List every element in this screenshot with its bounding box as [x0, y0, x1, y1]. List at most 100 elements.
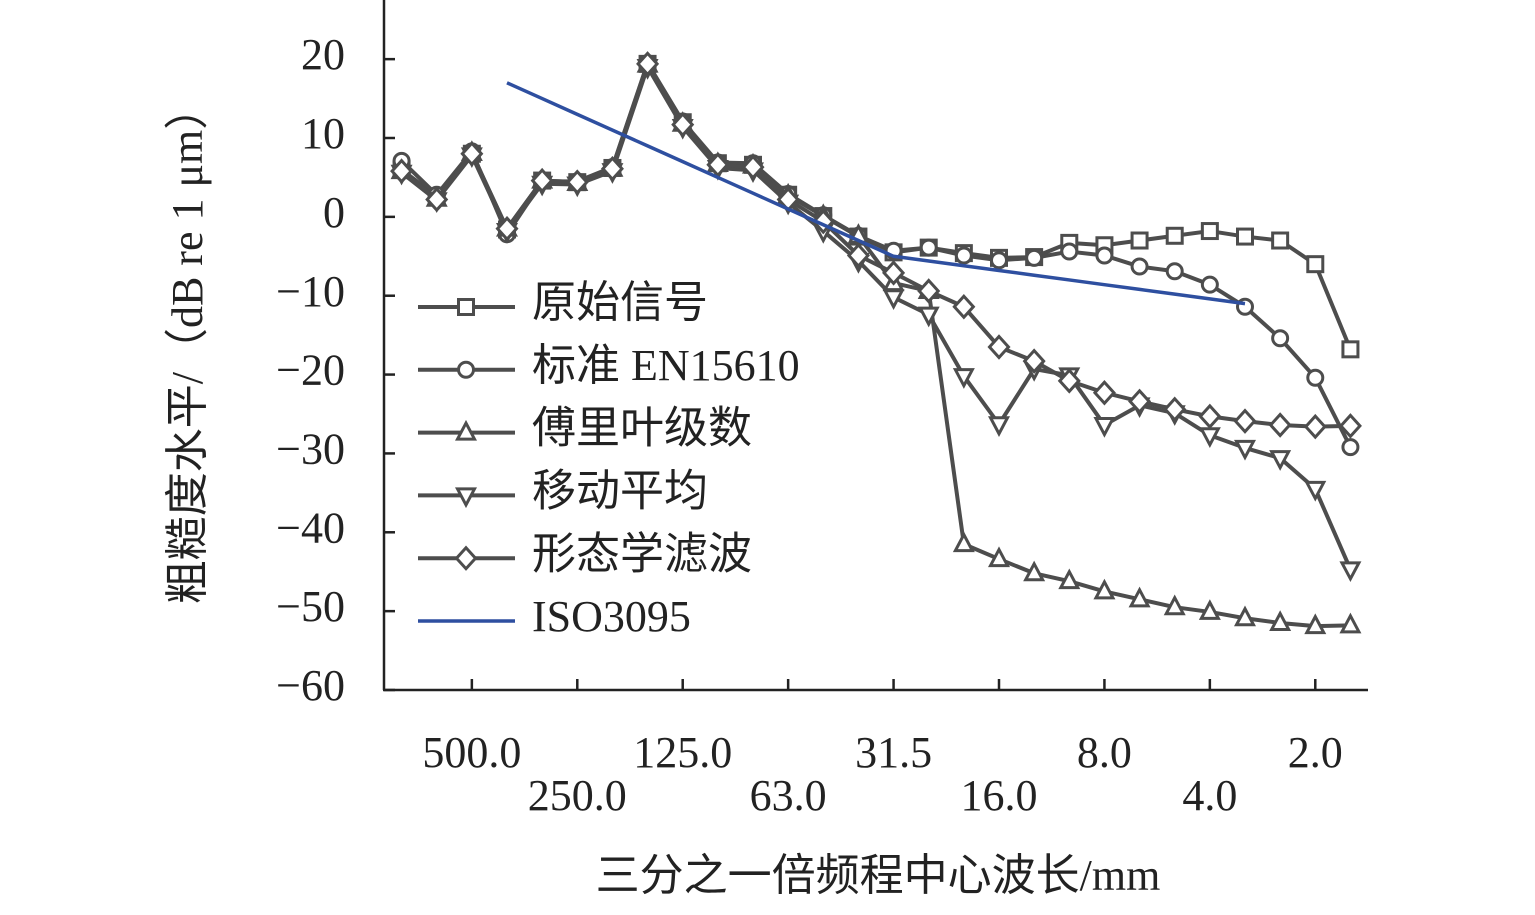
y-tick-label: −30	[276, 425, 345, 474]
x-tick-label: 125.0	[633, 728, 732, 777]
marker	[988, 546, 1010, 568]
marker	[1306, 255, 1325, 274]
marker	[1058, 568, 1081, 590]
marker	[1060, 242, 1079, 261]
marker	[1339, 612, 1362, 634]
legend-marker	[455, 487, 477, 509]
y-axis-label: 粗糙度水平/（dB re 1 μm）	[163, 86, 212, 605]
marker	[988, 416, 1010, 437]
marker	[1233, 408, 1257, 434]
y-tick-label: −60	[276, 661, 345, 710]
x-tick-label: 8.0	[1077, 728, 1132, 777]
marker	[390, 158, 414, 184]
marker	[425, 186, 449, 213]
x-axis-label: 三分之一倍频程中心波长/mm	[596, 851, 1161, 900]
marker	[1128, 388, 1152, 415]
marker	[460, 141, 484, 167]
y-tick-label: 10	[301, 109, 345, 158]
marker	[882, 289, 905, 310]
marker	[530, 167, 554, 194]
series-line	[400, 61, 1351, 429]
marker	[917, 278, 941, 304]
marker	[1095, 246, 1114, 265]
x-tick-label: 63.0	[750, 771, 827, 820]
marker	[565, 169, 589, 195]
marker	[1341, 438, 1360, 457]
marker	[671, 111, 695, 138]
legend-label: 形态学滤波	[532, 529, 752, 578]
x-tick-label: 500.0	[422, 728, 521, 777]
marker	[1236, 227, 1254, 246]
marker	[1093, 417, 1116, 438]
marker	[919, 238, 938, 257]
marker	[636, 51, 660, 77]
marker	[1269, 450, 1292, 471]
marker	[741, 154, 765, 180]
marker	[846, 242, 870, 269]
marker	[882, 260, 906, 286]
marker	[1271, 329, 1290, 348]
marker	[1165, 262, 1184, 281]
marker	[1339, 561, 1362, 583]
series-line	[400, 65, 1353, 571]
legend-label: 原始信号	[532, 278, 708, 327]
marker	[1341, 340, 1360, 359]
marker	[1130, 257, 1149, 276]
marker	[1022, 348, 1046, 374]
marker	[1306, 368, 1325, 387]
marker	[1338, 413, 1362, 439]
marker	[1200, 222, 1219, 241]
y-tick-label: −10	[276, 267, 345, 316]
marker	[1271, 231, 1290, 250]
y-tick-label: −20	[276, 346, 345, 395]
marker	[952, 294, 976, 320]
marker	[706, 152, 730, 178]
x-tick-label: 4.0	[1182, 771, 1237, 820]
marker	[1057, 368, 1081, 394]
x-tick-label: 16.0	[961, 771, 1038, 820]
y-tick-label: −40	[276, 503, 345, 552]
x-tick-label: 31.5	[855, 728, 932, 777]
marker	[1200, 275, 1219, 294]
marker	[600, 156, 624, 182]
legend-label: 傅里叶级数	[532, 404, 752, 453]
series-line	[506, 81, 1246, 306]
marker	[1198, 599, 1221, 620]
marker	[990, 251, 1008, 270]
marker	[1128, 586, 1151, 608]
marker	[1163, 396, 1187, 423]
marker	[1304, 480, 1327, 502]
marker	[1025, 248, 1044, 267]
legend-marker	[457, 298, 475, 316]
marker	[1234, 439, 1256, 461]
marker	[952, 531, 975, 553]
y-tick-label: 20	[301, 30, 345, 79]
legend-marker	[455, 419, 477, 441]
x-tick-label: 2.0	[1288, 728, 1343, 777]
marker	[1092, 379, 1116, 406]
marker	[1023, 560, 1046, 582]
marker	[1268, 412, 1292, 438]
marker	[1163, 594, 1186, 616]
legend-label: ISO3095	[532, 592, 691, 641]
marker	[917, 306, 940, 328]
x-tick-label: 250.0	[528, 771, 627, 820]
marker	[1304, 613, 1327, 635]
legend-label: 移动平均	[532, 466, 708, 515]
y-tick-label: −50	[276, 582, 345, 631]
marker	[1234, 605, 1256, 627]
marker	[1130, 231, 1149, 250]
marker	[1093, 578, 1116, 600]
y-tick-label: 0	[323, 188, 345, 237]
marker	[954, 246, 973, 265]
marker	[495, 215, 519, 242]
marker	[1198, 403, 1222, 430]
marker	[1303, 413, 1327, 440]
legend-marker	[457, 360, 475, 379]
marker	[1165, 226, 1184, 245]
marker	[1269, 610, 1292, 631]
marker	[987, 334, 1011, 360]
marker	[952, 368, 975, 389]
legend-marker	[454, 545, 478, 571]
